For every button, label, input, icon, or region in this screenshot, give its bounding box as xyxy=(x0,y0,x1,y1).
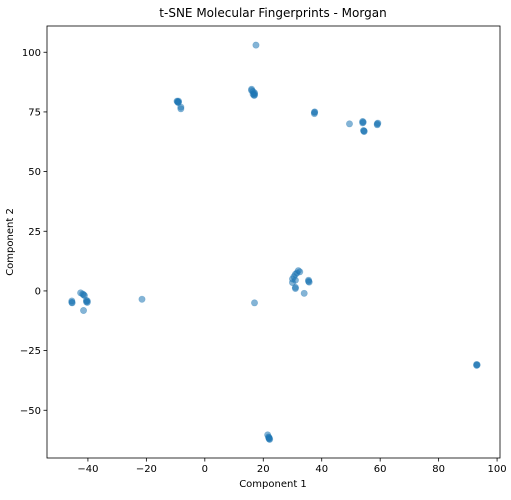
x-tick-label: 60 xyxy=(374,464,387,475)
y-tick-label: 50 xyxy=(28,167,41,178)
data-point xyxy=(80,306,88,314)
data-point xyxy=(138,295,146,303)
data-point xyxy=(311,108,319,116)
data-point xyxy=(360,127,368,135)
x-tick-label: 40 xyxy=(315,464,328,475)
data-point xyxy=(177,105,185,113)
data-point xyxy=(251,89,259,97)
y-tick-label: 25 xyxy=(28,227,41,238)
data-point xyxy=(291,285,299,293)
data-point xyxy=(251,299,259,307)
data-point xyxy=(473,361,481,369)
data-point xyxy=(359,118,367,126)
x-axis-ticks: −40 −20 0 20 40 60 80 100 xyxy=(77,458,507,475)
data-point xyxy=(83,298,91,306)
plot-area xyxy=(46,25,501,459)
data-point xyxy=(300,289,308,297)
data-point xyxy=(345,120,353,128)
x-tick-label: 0 xyxy=(202,464,208,475)
data-point xyxy=(305,278,313,286)
y-tick-label: −25 xyxy=(20,346,41,357)
x-tick-label: 100 xyxy=(488,464,507,475)
y-tick-label: 100 xyxy=(22,48,41,59)
y-tick-label: 75 xyxy=(28,107,41,118)
chart-title: t-SNE Molecular Fingerprints - Morgan xyxy=(159,6,386,20)
x-tick-label: −40 xyxy=(77,464,98,475)
data-point xyxy=(374,119,382,127)
y-axis-label: Component 2 xyxy=(5,208,16,276)
y-tick-label: −50 xyxy=(20,406,41,417)
x-axis-label: Component 1 xyxy=(239,479,307,490)
x-tick-label: 80 xyxy=(432,464,445,475)
x-tick-label: 20 xyxy=(257,464,270,475)
data-points xyxy=(68,41,481,443)
data-point xyxy=(68,299,76,307)
y-axis-ticks: −50 −25 0 25 50 75 100 xyxy=(20,48,47,417)
data-point xyxy=(266,435,274,443)
x-tick-label: −20 xyxy=(136,464,157,475)
y-tick-label: 0 xyxy=(35,286,41,297)
data-point xyxy=(252,41,260,49)
data-point xyxy=(296,268,304,276)
data-point xyxy=(291,276,299,284)
